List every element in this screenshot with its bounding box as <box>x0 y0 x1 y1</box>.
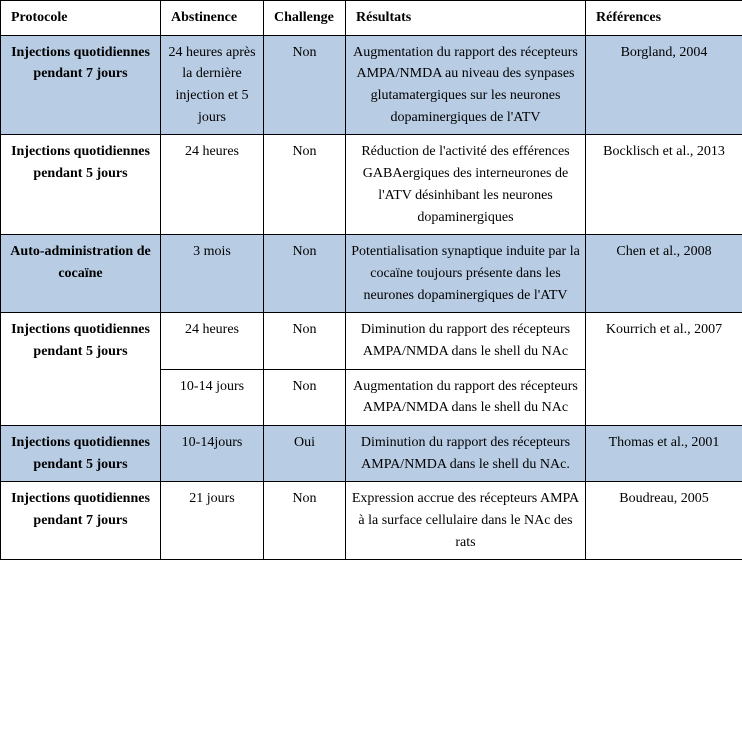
cell-abstinence: 10-14 jours <box>161 369 264 425</box>
cell-protocole: Injections quotidiennes pendant 5 jours <box>1 313 161 426</box>
table-row: Auto-administration de cocaïne 3 mois No… <box>1 235 742 313</box>
cell-resultats: Réduction de l'activité des efférences G… <box>346 135 586 235</box>
col-resultats: Résultats <box>346 1 586 36</box>
cell-references: Boudreau, 2005 <box>586 482 742 560</box>
cell-abstinence: 3 mois <box>161 235 264 313</box>
cell-protocole: Auto-administration de cocaïne <box>1 235 161 313</box>
col-abstinence: Abstinence <box>161 1 264 36</box>
col-protocole: Protocole <box>1 1 161 36</box>
cell-resultats: Diminution du rapport des récepteurs AMP… <box>346 313 586 369</box>
cell-protocole: Injections quotidiennes pendant 5 jours <box>1 135 161 235</box>
cell-challenge: Non <box>264 235 346 313</box>
col-challenge: Challenge <box>264 1 346 36</box>
cell-challenge: Non <box>264 482 346 560</box>
cell-references: Thomas et al., 2001 <box>586 426 742 482</box>
cell-abstinence: 24 heures après la dernière injection et… <box>161 35 264 135</box>
cell-challenge: Non <box>264 369 346 425</box>
data-table: Protocole Abstinence Challenge Résultats… <box>0 0 742 560</box>
cell-references: Bocklisch et al., 2013 <box>586 135 742 235</box>
table-row: Injections quotidiennes pendant 5 jours … <box>1 135 742 235</box>
cell-challenge: Non <box>264 135 346 235</box>
cell-resultats: Diminution du rapport des récepteurs AMP… <box>346 426 586 482</box>
cell-references: Chen et al., 2008 <box>586 235 742 313</box>
table-row: Injections quotidiennes pendant 7 jours … <box>1 35 742 135</box>
cell-abstinence: 24 heures <box>161 135 264 235</box>
col-references: Références <box>586 1 742 36</box>
cell-resultats: Potentialisation synaptique induite par … <box>346 235 586 313</box>
cell-abstinence: 21 jours <box>161 482 264 560</box>
cell-references: Kourrich et al., 2007 <box>586 313 742 426</box>
cell-resultats: Augmentation du rapport des récepteurs A… <box>346 369 586 425</box>
cell-challenge: Non <box>264 35 346 135</box>
cell-resultats: Augmentation du rapport des récepteurs A… <box>346 35 586 135</box>
table-row: Injections quotidiennes pendant 5 jours … <box>1 426 742 482</box>
cell-protocole: Injections quotidiennes pendant 7 jours <box>1 482 161 560</box>
table-row: Injections quotidiennes pendant 5 jours … <box>1 313 742 369</box>
cell-references: Borgland, 2004 <box>586 35 742 135</box>
cell-abstinence: 10-14jours <box>161 426 264 482</box>
cell-challenge: Oui <box>264 426 346 482</box>
cell-abstinence: 24 heures <box>161 313 264 369</box>
cell-protocole: Injections quotidiennes pendant 5 jours <box>1 426 161 482</box>
table-header-row: Protocole Abstinence Challenge Résultats… <box>1 1 742 36</box>
cell-challenge: Non <box>264 313 346 369</box>
cell-protocole: Injections quotidiennes pendant 7 jours <box>1 35 161 135</box>
cell-resultats: Expression accrue des récepteurs AMPA à … <box>346 482 586 560</box>
table-row: Injections quotidiennes pendant 7 jours … <box>1 482 742 560</box>
